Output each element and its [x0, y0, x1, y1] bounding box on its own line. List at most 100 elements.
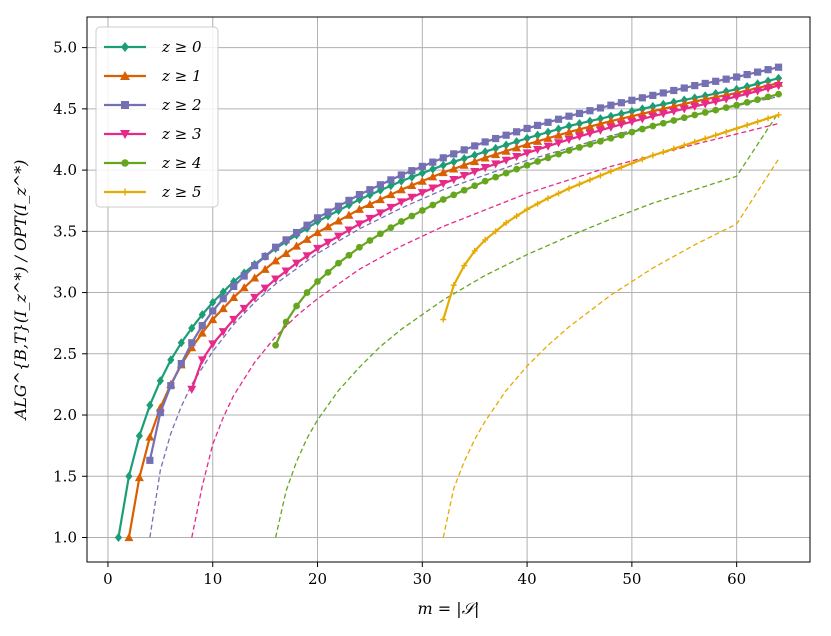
data-point — [670, 145, 677, 152]
data-point — [565, 112, 573, 120]
data-point — [429, 158, 437, 166]
data-point — [387, 224, 395, 232]
data-point — [586, 107, 594, 115]
data-point — [628, 128, 636, 136]
data-point — [323, 222, 333, 231]
data-point — [375, 194, 385, 204]
data-point — [459, 172, 469, 181]
data-point — [732, 93, 742, 102]
data-point — [366, 186, 374, 194]
data-point — [302, 234, 312, 243]
data-point — [617, 99, 625, 107]
data-point — [576, 144, 583, 151]
y-tick-label: 3.0 — [53, 284, 77, 302]
data-point — [333, 216, 343, 225]
y-tick-label: 2.0 — [53, 406, 77, 424]
data-point — [491, 149, 501, 159]
data-point — [177, 359, 185, 368]
data-point — [481, 138, 489, 146]
legend-item: z ≥ 3 — [104, 125, 202, 143]
data-point — [616, 120, 626, 129]
data-point — [595, 119, 605, 128]
y-tick-label: 4.5 — [53, 100, 77, 118]
data-point — [271, 275, 281, 284]
data-point — [533, 136, 543, 145]
data-point — [502, 131, 510, 139]
data-point — [574, 132, 584, 141]
data-point — [470, 168, 480, 177]
data-point — [607, 168, 614, 175]
legend-label: z ≥ 5 — [161, 183, 202, 201]
data-point — [628, 106, 636, 116]
data-point — [156, 408, 164, 417]
data-point — [586, 140, 594, 148]
data-point — [197, 356, 207, 365]
legend-label: z ≥ 0 — [161, 38, 202, 56]
data-point — [460, 146, 468, 154]
x-tick-label: 40 — [518, 570, 537, 588]
data-point — [282, 318, 290, 326]
data-point — [188, 339, 196, 347]
data-point — [648, 112, 658, 121]
data-point — [470, 157, 480, 166]
data-point — [638, 125, 646, 133]
y-axis-label: ALG^{B,T}(I_z^*) / OPT(I_z^*) — [11, 160, 30, 422]
data-point — [209, 297, 217, 307]
data-point — [670, 86, 678, 95]
data-point — [344, 226, 354, 235]
data-point — [606, 123, 616, 132]
data-point — [345, 251, 353, 259]
data-point — [712, 77, 720, 85]
data-point — [146, 400, 154, 410]
data-point — [691, 111, 699, 119]
data-point — [753, 87, 763, 96]
data-point — [439, 196, 447, 203]
legend-label: z ≥ 2 — [161, 96, 202, 114]
data-point — [429, 164, 437, 174]
data-point — [597, 137, 604, 145]
data-point — [754, 96, 761, 104]
data-point — [439, 154, 447, 162]
legend-label: z ≥ 3 — [161, 125, 202, 143]
data-point — [543, 133, 553, 142]
data-point — [513, 213, 520, 220]
data-point — [701, 109, 709, 116]
data-point — [450, 191, 458, 199]
data-point — [240, 272, 248, 280]
data-point — [366, 237, 374, 244]
data-point — [764, 93, 772, 101]
data-point — [356, 243, 363, 251]
series — [272, 90, 782, 349]
data-point — [774, 63, 783, 71]
data-point — [481, 147, 489, 157]
data-point — [565, 147, 573, 154]
dashed-curve — [149, 95, 779, 538]
data-point — [512, 143, 522, 152]
axes: 0 10 20 30 40 50 60 1.0 1.5 2.0 2.5 3.0 3.5 4.0 4.5 5.0… — [11, 16, 811, 618]
data-point — [744, 122, 751, 129]
data-point — [229, 315, 239, 325]
data-point — [251, 262, 259, 270]
data-point — [565, 121, 573, 131]
data-point — [649, 122, 657, 130]
series — [440, 111, 782, 323]
data-point — [544, 127, 552, 137]
data-point — [124, 533, 134, 542]
dashed-curves — [149, 95, 780, 538]
data-point — [702, 135, 709, 142]
data-point — [480, 153, 490, 162]
data-point — [428, 184, 438, 193]
data-point — [701, 79, 709, 88]
x-tick-label: 50 — [622, 570, 641, 588]
data-point — [272, 243, 280, 251]
data-point — [354, 220, 364, 229]
data-point — [492, 134, 500, 143]
data-point — [313, 214, 322, 222]
data-point — [239, 283, 249, 292]
data-point — [564, 135, 574, 144]
data-point — [408, 172, 416, 182]
data-point — [607, 134, 615, 142]
data-point — [733, 73, 741, 81]
data-point — [260, 284, 270, 293]
data-point — [334, 202, 343, 210]
